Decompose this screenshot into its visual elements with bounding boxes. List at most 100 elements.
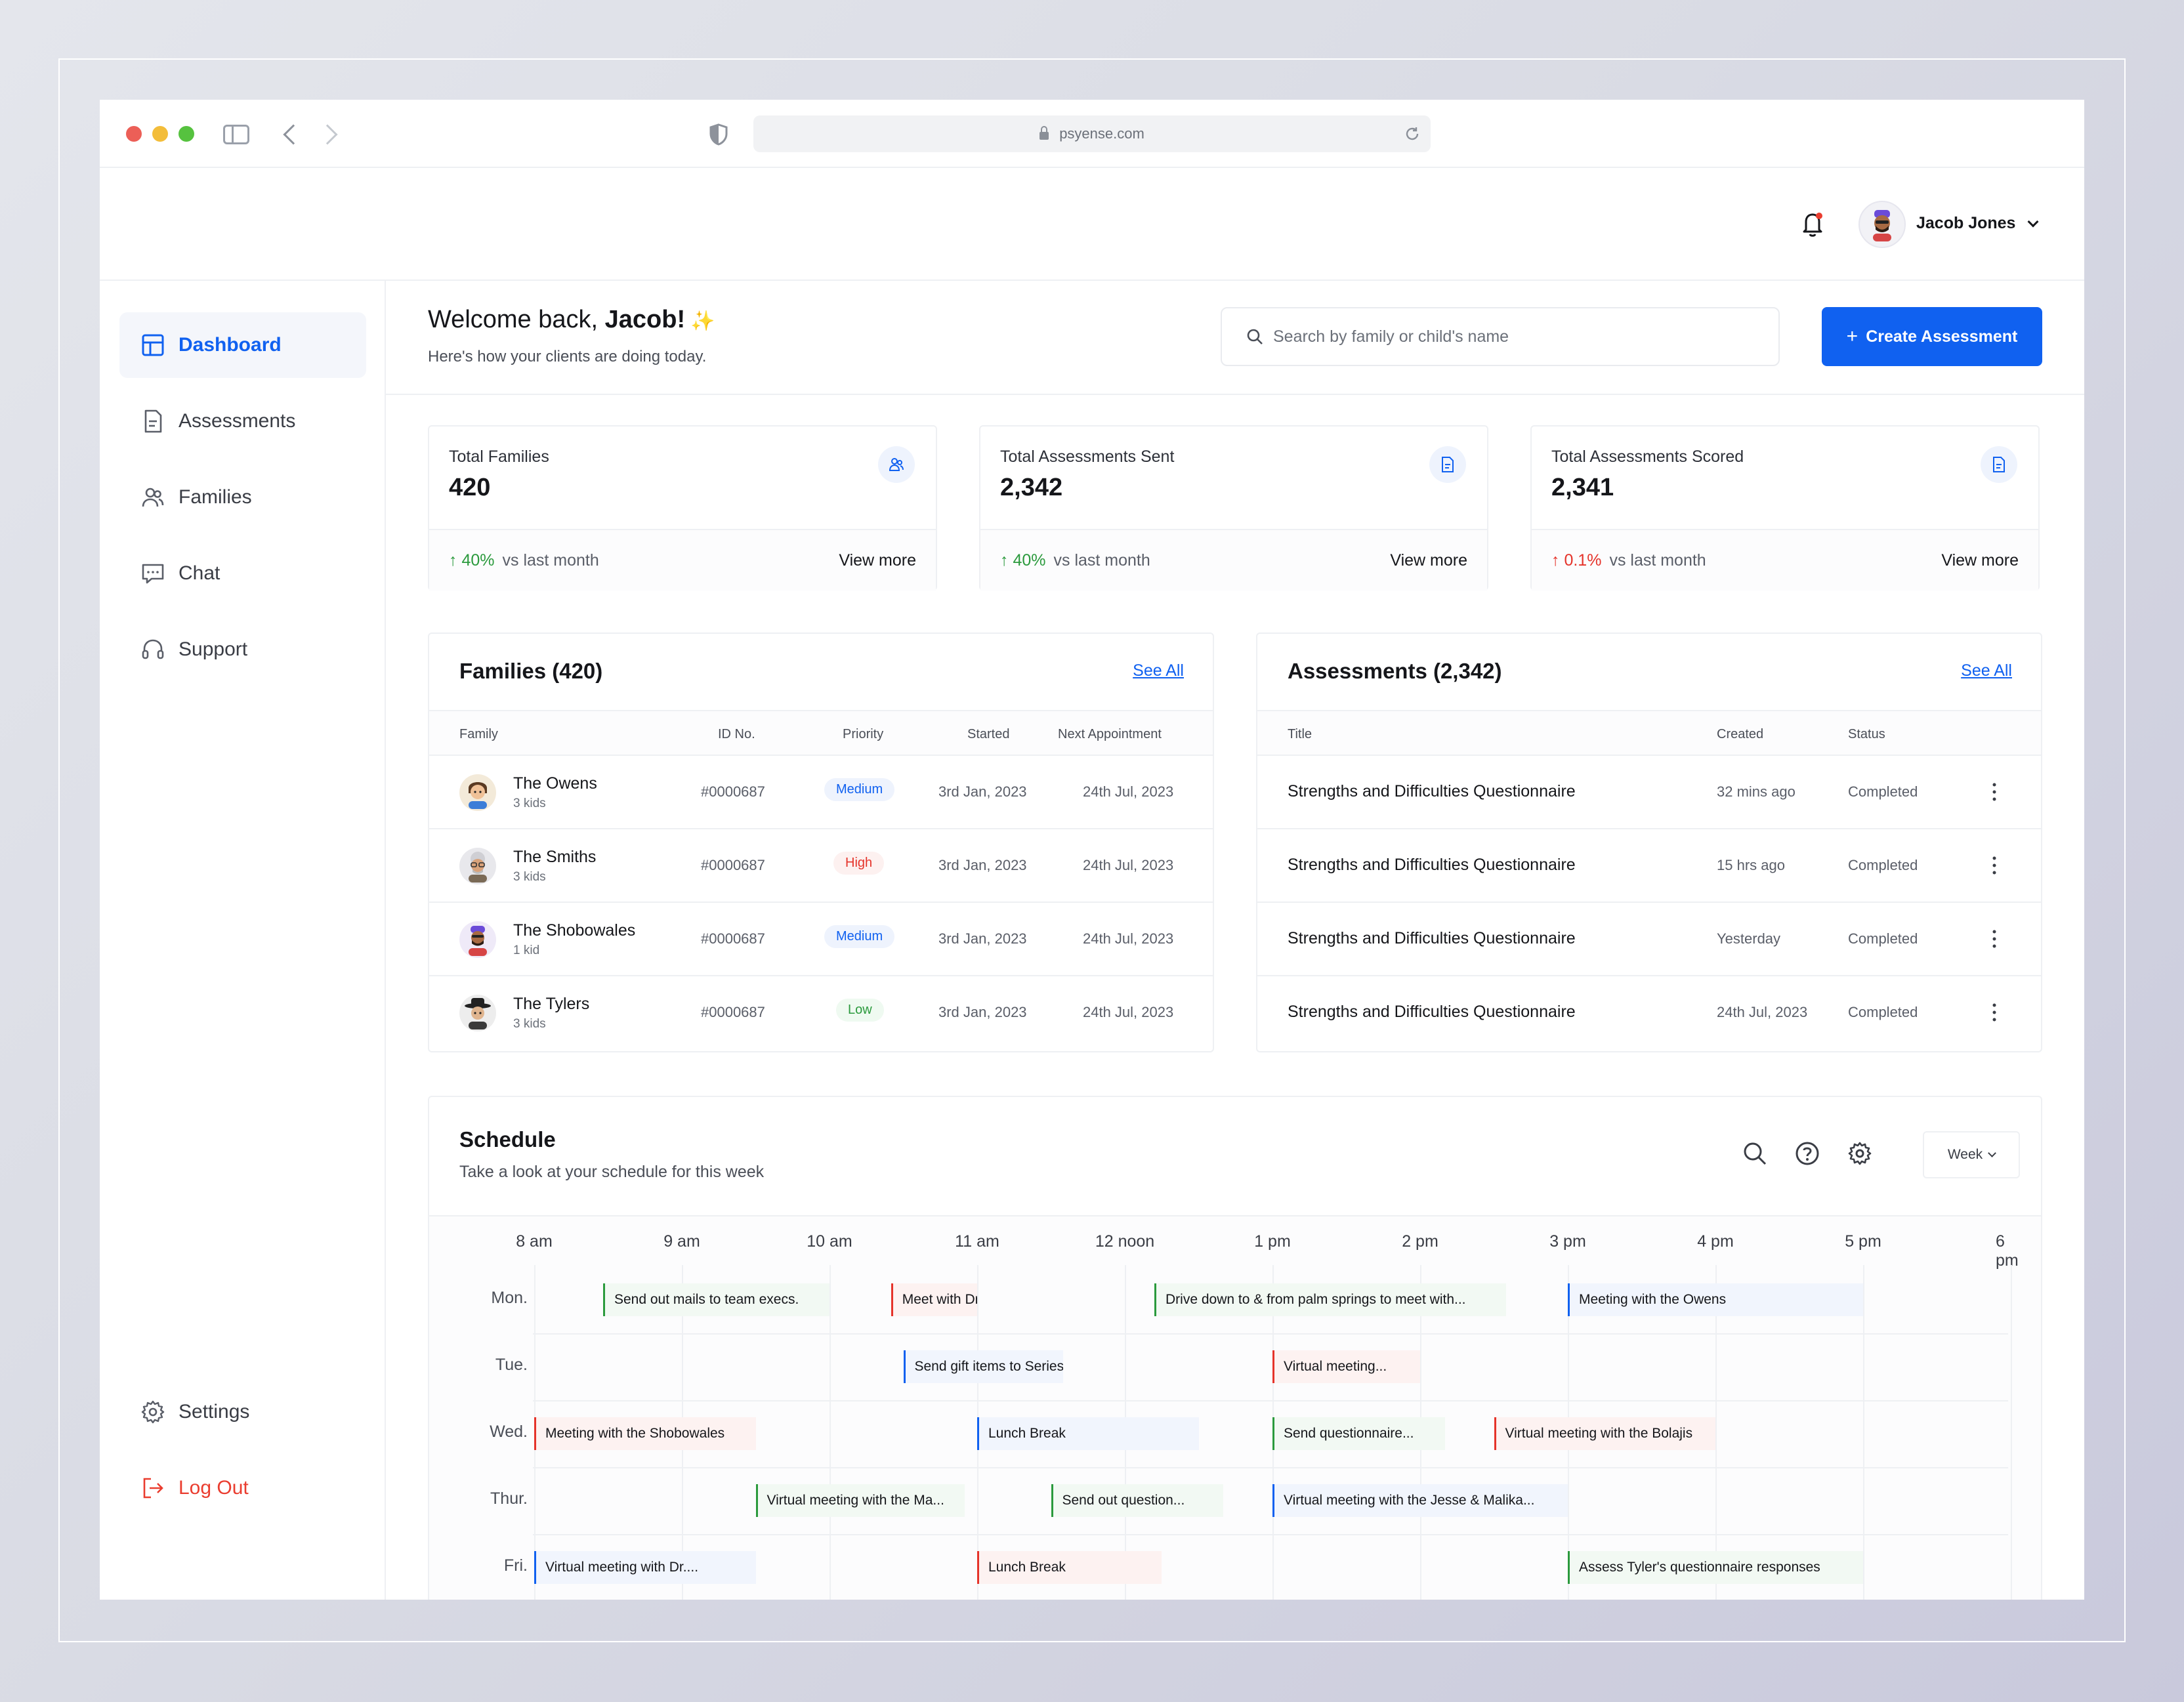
schedule-event[interactable]: Send questionnaire... (1272, 1417, 1445, 1450)
stat-delta-value: 40% (1013, 550, 1046, 570)
schedule-event[interactable]: Drive down to & from palm springs to mee… (1154, 1283, 1507, 1316)
table-row[interactable]: Strengths and Difficulties Questionnaire… (1257, 829, 2041, 903)
sidebar-item-label: Assessments (178, 410, 296, 432)
column-header[interactable]: Priority (843, 727, 884, 741)
help-icon[interactable] (1794, 1140, 1820, 1167)
assessment-status: Completed (1848, 1004, 1918, 1020)
more-options-icon[interactable] (1992, 856, 1996, 875)
maximize-window-button[interactable] (178, 126, 194, 142)
view-more-link[interactable]: View more (839, 550, 916, 570)
minimize-window-button[interactable] (152, 126, 168, 142)
chevron-down-icon[interactable] (2027, 216, 2039, 228)
family-name: The Owens (513, 774, 597, 793)
view-more-link[interactable]: View more (1390, 550, 1467, 570)
schedule-event[interactable]: Virtual meeting with Dr.... (534, 1551, 756, 1584)
column-header[interactable]: Next Appointment (1058, 727, 1162, 741)
close-window-button[interactable] (126, 126, 142, 142)
sidebar-toggle-icon[interactable] (223, 125, 249, 144)
table-row[interactable]: Strengths and Difficulties Questionnaire… (1257, 976, 2041, 1050)
search-input[interactable]: Search by family or child's name (1221, 307, 1780, 366)
users-icon (142, 488, 164, 507)
stat-delta: ↑ 40% (449, 551, 495, 570)
user-avatar[interactable] (1858, 201, 1906, 248)
document-icon (1429, 446, 1466, 483)
schedule-event[interactable]: Send out question... (1051, 1484, 1223, 1517)
plus-icon: + (1846, 325, 1858, 347)
reload-icon[interactable] (1404, 126, 1420, 142)
assessment-created: 32 mins ago (1717, 783, 1796, 800)
arrow-up-icon: ↑ (1551, 550, 1560, 570)
search-icon (1247, 329, 1263, 344)
assessment-created: 15 hrs ago (1717, 857, 1785, 873)
sparkle-icon: ✨ (690, 310, 715, 332)
schedule-event[interactable]: Lunch Break (977, 1551, 1162, 1584)
create-assessment-label: Create Assessment (1866, 327, 2018, 346)
sidebar-item-assessments[interactable]: Assessments (119, 388, 366, 454)
welcome-prefix: Welcome back, (428, 306, 605, 333)
column-header[interactable]: Started (967, 727, 1010, 741)
address-bar[interactable]: psyense.com (753, 115, 1431, 152)
schedule-event[interactable]: Send out mails to team execs. (603, 1283, 830, 1316)
more-options-icon[interactable] (1992, 1003, 1996, 1022)
user-name[interactable]: Jacob Jones (1916, 214, 2016, 232)
sidebar-item-support[interactable]: Support (119, 617, 366, 682)
table-row[interactable]: The Shobowales 1 kid #0000687 Medium 3rd… (429, 903, 1213, 976)
create-assessment-button[interactable]: + Create Assessment (1822, 307, 2042, 366)
schedule-event[interactable]: Assess Tyler's questionnaire responses (1568, 1551, 1863, 1584)
schedule-subtitle: Take a look at your schedule for this we… (459, 1163, 765, 1181)
sidebar-item-dashboard[interactable]: Dashboard (119, 312, 366, 378)
day-label: Fri. (503, 1556, 528, 1575)
column-header[interactable]: Status (1848, 727, 1885, 741)
assessment-title: Strengths and Difficulties Questionnaire (1288, 782, 1576, 800)
column-header[interactable]: Created (1717, 727, 1764, 741)
schedule-event[interactable]: Lunch Break (977, 1417, 1199, 1450)
app-header: Jacob Jones (100, 168, 2084, 281)
column-header[interactable]: Family (459, 727, 498, 741)
notification-bell-icon[interactable] (1799, 210, 1826, 239)
day-label: Wed. (490, 1422, 528, 1441)
schedule-event[interactable]: Send gift items to Series B in... (903, 1350, 1064, 1383)
logout-button[interactable]: Log Out (119, 1455, 366, 1521)
schedule-event[interactable]: Virtual meeting with the Jesse & Malika.… (1272, 1484, 1568, 1517)
table-row[interactable]: The Smiths 3 kids #0000687 High 3rd Jan,… (429, 829, 1213, 903)
schedule-event[interactable]: Virtual meeting with the Bolajis (1494, 1417, 1715, 1450)
main-content: Welcome back, Jacob! ✨ Here's how your cl… (386, 281, 2084, 1600)
day-gridline (533, 1534, 2008, 1535)
families-title: Families (420) (459, 659, 603, 683)
table-row[interactable]: The Tylers 3 kids #0000687 Low 3rd Jan, … (429, 976, 1213, 1050)
family-id: #0000687 (701, 1004, 765, 1020)
sidebar-item-settings[interactable]: Settings (119, 1379, 366, 1445)
table-row[interactable]: Strengths and Difficulties Questionnaire… (1257, 756, 2041, 829)
schedule-event[interactable]: Virtual meeting with the Ma... (755, 1484, 965, 1517)
more-options-icon[interactable] (1992, 929, 1996, 949)
sidebar-item-label: Chat (178, 562, 220, 584)
schedule-event[interactable]: Meeting with the Shobowales (534, 1417, 756, 1450)
table-row[interactable]: Strengths and Difficulties Questionnaire… (1257, 903, 2041, 976)
more-options-icon[interactable] (1992, 782, 1996, 802)
assessment-created: 24th Jul, 2023 (1717, 1004, 1808, 1020)
schedule-event[interactable]: Meeting with the Owens (1568, 1283, 1863, 1316)
schedule-event[interactable]: Meet with Dr. Wade (891, 1283, 977, 1316)
schedule-event[interactable]: Virtual meeting... (1272, 1350, 1420, 1383)
shield-icon[interactable] (709, 123, 728, 146)
stat-compare: vs last month (1609, 550, 1706, 570)
families-see-all-link[interactable]: See All (1133, 661, 1184, 680)
search-icon[interactable] (1742, 1140, 1768, 1167)
gear-icon[interactable] (1847, 1140, 1873, 1167)
sidebar-item-chat[interactable]: Chat (119, 541, 366, 606)
assessments-see-all-link[interactable]: See All (1961, 661, 2012, 680)
back-arrow-icon[interactable] (283, 124, 304, 145)
chat-icon (142, 564, 164, 584)
sidebar-item-families[interactable]: Families (119, 465, 366, 530)
column-header[interactable]: Title (1288, 727, 1312, 741)
hour-label: 5 pm (1845, 1232, 1881, 1251)
column-header[interactable]: ID No. (718, 727, 755, 741)
assessment-title: Strengths and Difficulties Questionnaire (1288, 1003, 1576, 1021)
view-more-link[interactable]: View more (1941, 550, 2019, 570)
hour-gridline (1715, 1265, 1717, 1600)
table-row[interactable]: The Owens 3 kids #0000687 Medium 3rd Jan… (429, 756, 1213, 829)
view-select[interactable]: Week (1923, 1131, 2020, 1178)
stat-footer: ↑ 40% vs last month View more (429, 529, 936, 591)
forward-arrow-icon[interactable] (317, 124, 338, 145)
document-icon (144, 409, 162, 433)
